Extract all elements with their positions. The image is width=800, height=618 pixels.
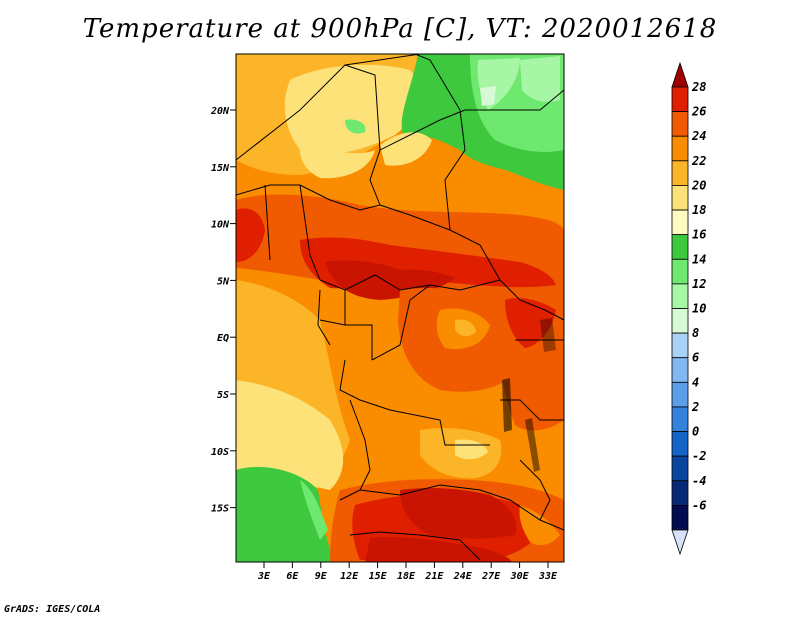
colorbar-segment (671, 480, 689, 506)
colorbar-label: -4 (692, 474, 706, 488)
colorbar-label: 28 (691, 80, 706, 94)
colorbar-segment (671, 86, 689, 113)
lon-label: 9E (315, 571, 328, 582)
lon-label: 27E (481, 571, 501, 582)
colorbar-segment (671, 357, 689, 383)
lon-label: 21E (424, 571, 444, 582)
lon-label: 30E (510, 571, 530, 582)
latitude-axis: 20N 15N 10N 5N EQ 5S 10S 15S (210, 106, 236, 515)
longitude-axis: 3E 6E 9E 12E 15E 18E 21E 24E 27E 30E 33E (257, 562, 558, 582)
colorbar-segment (671, 234, 689, 260)
colorbar-label: 12 (692, 277, 706, 291)
colorbar-segment (671, 406, 689, 432)
colorbar-label: 2 (691, 400, 699, 414)
grads-credit: GrADS: IGES/COLA (4, 604, 101, 615)
lat-label: EQ (217, 333, 229, 344)
lon-label: 24E (453, 571, 473, 582)
country-borders (236, 54, 564, 561)
colorbar-label: 0 (692, 425, 699, 439)
lat-label: 5N (217, 276, 230, 287)
colorbar-segment (671, 258, 689, 285)
colorbar-label: 4 (692, 375, 699, 389)
colorbar-segment (671, 111, 689, 137)
lon-label: 6E (286, 571, 299, 582)
map-frame (235, 53, 565, 563)
colorbar-label: -2 (692, 449, 706, 463)
colorbar-segment (671, 160, 689, 186)
colorbar-label: 6 (692, 351, 699, 365)
colorbar-label: 20 (691, 178, 706, 192)
lat-label: 15S (211, 504, 229, 515)
colorbar-segment (671, 135, 689, 162)
lon-label: 12E (340, 571, 359, 582)
colorbar-label: 8 (692, 326, 699, 340)
colorbar-segment (671, 209, 689, 236)
colorbar-segment (671, 504, 689, 531)
colorbar-label: 16 (692, 228, 706, 242)
colorbar-min-arrow (671, 529, 689, 556)
colorbar-label: 22 (691, 154, 706, 168)
colorbar-label: 18 (692, 203, 706, 217)
colorbar-label: -6 (692, 498, 706, 512)
lon-label: 18E (397, 571, 416, 582)
lat-label: 10N (211, 220, 230, 231)
colorbar-segment (671, 185, 689, 211)
colorbar-segment (671, 381, 689, 408)
map-title: Temperature at 900hPa [C], VT: 202001261… (82, 14, 718, 44)
colorbar-max-arrow (671, 61, 689, 88)
colorbar-segment (671, 332, 689, 359)
lat-label: 10S (211, 447, 229, 458)
temperature-field (236, 54, 564, 562)
colorbar-label: 24 (691, 129, 706, 143)
colorbar-segment (671, 308, 689, 334)
lon-label: 3E (257, 571, 271, 582)
lon-label: 33E (538, 571, 558, 582)
colorbar-segment (671, 455, 689, 482)
colorbar-label: 10 (692, 302, 706, 316)
lat-label: 20N (210, 106, 230, 117)
lon-label: 15E (369, 571, 388, 582)
colorbar-segment (671, 283, 689, 309)
colorbar-label: 14 (692, 252, 706, 266)
colorbar-label: 26 (691, 105, 706, 119)
colorbar-segment (671, 431, 689, 457)
lat-label: 15N (211, 163, 230, 174)
lat-label: 5S (217, 390, 229, 401)
